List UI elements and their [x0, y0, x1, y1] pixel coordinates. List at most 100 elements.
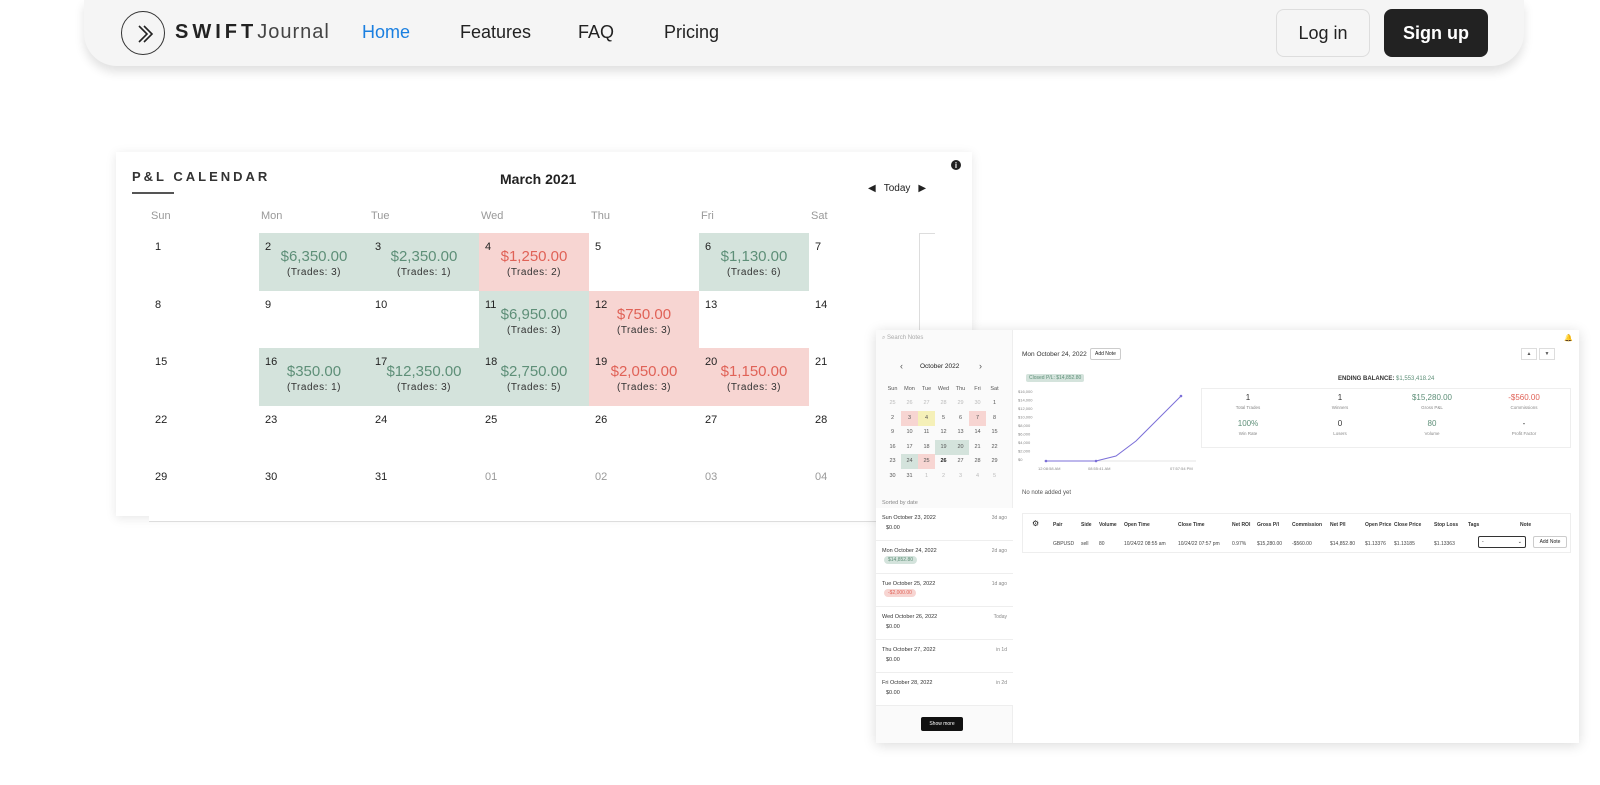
- prev-month-icon[interactable]: ◀: [868, 183, 876, 194]
- brand-name[interactable]: SWIFTJournal: [175, 21, 330, 43]
- mini-day[interactable]: 9: [890, 429, 895, 435]
- mini-day[interactable]: 20: [952, 439, 969, 455]
- mini-day[interactable]: 18: [923, 443, 930, 450]
- mini-day[interactable]: 30: [974, 400, 981, 406]
- calendar-day-cell[interactable]: 4 $1,250.00 (Trades: 2): [479, 233, 590, 292]
- mini-day[interactable]: 25: [889, 400, 896, 406]
- mini-day[interactable]: 12: [940, 429, 947, 435]
- mini-day[interactable]: 28: [940, 400, 947, 406]
- mini-day[interactable]: 5: [941, 414, 946, 421]
- row-add-note-button[interactable]: Add Note: [1533, 536, 1567, 548]
- day-note-item[interactable]: Tue October 25, 2022 1d ago -$2,000.00: [876, 574, 1013, 607]
- calendar-day-cell[interactable]: 16 $350.00 (Trades: 1): [259, 348, 370, 407]
- mini-day[interactable]: 4: [918, 410, 935, 426]
- info-icon[interactable]: i: [951, 160, 961, 170]
- tags-select[interactable]: - ⌄: [1478, 536, 1526, 548]
- calendar-day-cell[interactable]: 13: [699, 290, 810, 349]
- calendar-day-cell[interactable]: 20 $1,150.00 (Trades: 3): [699, 348, 810, 407]
- calendar-day-cell[interactable]: 27: [699, 405, 810, 464]
- signup-button[interactable]: Sign up: [1384, 9, 1488, 57]
- mini-day[interactable]: 29: [991, 458, 998, 464]
- mini-day[interactable]: 1: [924, 472, 929, 479]
- calendar-day-cell[interactable]: 1: [149, 233, 260, 292]
- mini-next-icon[interactable]: ›: [979, 361, 982, 371]
- mini-prev-icon[interactable]: ‹: [900, 361, 903, 371]
- mini-day[interactable]: 3: [901, 410, 918, 426]
- mini-day[interactable]: 5: [992, 472, 997, 479]
- mini-day[interactable]: 1: [992, 400, 997, 406]
- calendar-day-cell[interactable]: 23: [259, 405, 370, 464]
- mini-day[interactable]: 27: [923, 400, 930, 406]
- day-note-item[interactable]: Mon October 24, 2022 2d ago $14,852.80: [876, 541, 1013, 574]
- mini-day[interactable]: 29: [957, 400, 964, 406]
- mini-day[interactable]: 23: [889, 458, 896, 464]
- calendar-day-cell[interactable]: 19 $2,050.00 (Trades: 3): [589, 348, 700, 407]
- calendar-day-cell[interactable]: 01: [479, 463, 590, 522]
- calendar-day-cell[interactable]: 12 $750.00 (Trades: 3): [589, 290, 700, 349]
- mini-day[interactable]: 31: [906, 472, 913, 479]
- mini-day[interactable]: 21: [974, 443, 981, 450]
- day-note-item[interactable]: Fri October 28, 2022 in 2d $0.00: [876, 673, 1013, 706]
- calendar-day-cell[interactable]: 24: [369, 405, 480, 464]
- mini-day[interactable]: 26: [940, 458, 947, 464]
- mini-day[interactable]: 11: [923, 429, 930, 435]
- calendar-day-cell[interactable]: 29: [149, 463, 260, 522]
- mini-day[interactable]: 26: [906, 400, 913, 406]
- calendar-day-cell[interactable]: 11 $6,950.00 (Trades: 3): [479, 290, 590, 349]
- calendar-day-cell[interactable]: 22: [149, 405, 260, 464]
- mini-day[interactable]: 30: [889, 472, 896, 479]
- mini-day[interactable]: 28: [974, 458, 981, 464]
- mini-day[interactable]: 6: [958, 414, 963, 421]
- calendar-day-cell[interactable]: 30: [259, 463, 370, 522]
- day-note-item[interactable]: Thu October 27, 2022 in 1d $0.00: [876, 640, 1013, 673]
- calendar-day-cell[interactable]: 10: [369, 290, 480, 349]
- bell-icon[interactable]: 🔔: [1564, 335, 1573, 342]
- calendar-day-cell[interactable]: 15: [149, 348, 260, 407]
- calendar-day-cell[interactable]: 6 $1,130.00 (Trades: 6): [699, 233, 810, 292]
- calendar-day-cell[interactable]: 5: [589, 233, 700, 292]
- nav-home-link[interactable]: Home: [362, 22, 411, 42]
- mini-day[interactable]: 25: [918, 454, 935, 469]
- day-note-item[interactable]: Wed October 26, 2022 Today $0.00: [876, 607, 1013, 640]
- next-month-icon[interactable]: ▶: [918, 183, 927, 194]
- calendar-day-cell[interactable]: 3 $2,350.00 (Trades: 1): [369, 233, 480, 292]
- mini-day[interactable]: 3: [958, 472, 963, 479]
- mini-day[interactable]: 16: [889, 443, 896, 450]
- calendar-day-cell[interactable]: 9: [259, 290, 370, 349]
- nav-faq-link[interactable]: FAQ: [578, 22, 615, 42]
- mini-day[interactable]: 15: [991, 429, 998, 435]
- nav-pricing-link[interactable]: Pricing: [664, 22, 720, 42]
- mini-day[interactable]: 13: [957, 429, 964, 435]
- show-more-button[interactable]: Show more: [921, 717, 963, 731]
- calendar-day-cell[interactable]: 03: [699, 463, 810, 522]
- today-button[interactable]: Today: [883, 183, 911, 194]
- mini-day[interactable]: 4: [975, 472, 980, 479]
- day-note-item[interactable]: Sun October 23, 2022 3d ago $0.00: [876, 508, 1013, 541]
- mini-day[interactable]: 10: [906, 429, 913, 435]
- mini-day[interactable]: 22: [991, 443, 998, 450]
- calendar-day-cell[interactable]: 31: [369, 463, 480, 522]
- mini-day[interactable]: 8: [992, 414, 997, 421]
- calendar-day-cell[interactable]: 7: [809, 233, 920, 292]
- calendar-day-cell[interactable]: 02: [589, 463, 700, 522]
- nav-features-link[interactable]: Features: [460, 22, 532, 42]
- logo-icon[interactable]: [121, 11, 165, 55]
- search-notes-input[interactable]: ⌕ Search Notes: [882, 335, 924, 341]
- calendar-day-cell[interactable]: 26: [589, 405, 700, 464]
- mini-day[interactable]: 14: [974, 429, 981, 435]
- calendar-day-cell[interactable]: 17 $12,350.00 (Trades: 3): [369, 348, 480, 407]
- add-note-button[interactable]: Add Note: [1090, 348, 1121, 360]
- mini-day[interactable]: 2: [941, 472, 946, 479]
- calendar-day-cell[interactable]: 2 $6,350.00 (Trades: 3): [259, 233, 370, 292]
- login-button[interactable]: Log in: [1276, 9, 1370, 57]
- calendar-day-cell[interactable]: 8: [149, 290, 260, 349]
- mini-day[interactable]: 7: [969, 410, 986, 426]
- mini-day[interactable]: 27: [957, 458, 964, 464]
- mini-day[interactable]: 19: [935, 439, 952, 455]
- chevron-up-icon[interactable]: ▲: [1521, 348, 1537, 360]
- settings-icon[interactable]: ⚙: [1032, 519, 1040, 528]
- mini-day[interactable]: 2: [890, 414, 895, 421]
- mini-day[interactable]: 17: [906, 443, 913, 450]
- chevron-down-icon[interactable]: ▼: [1539, 348, 1555, 360]
- calendar-day-cell[interactable]: 18 $2,750.00 (Trades: 5): [479, 348, 590, 407]
